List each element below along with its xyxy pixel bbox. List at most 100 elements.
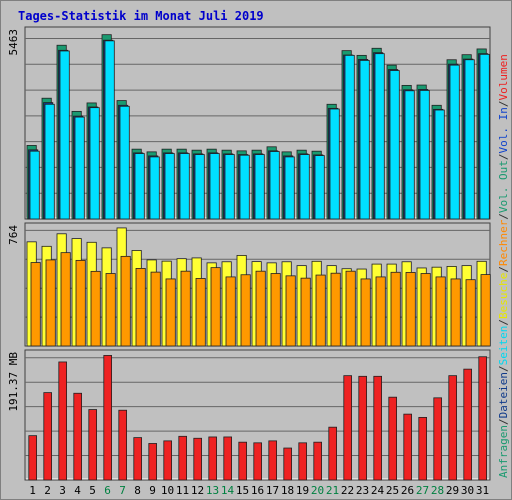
x-tick-label-day-17: 17 — [266, 484, 279, 497]
bar-seiten-day-6 — [104, 40, 115, 220]
bar-rechner-day-18 — [285, 275, 296, 347]
x-tick-label-day-9: 9 — [149, 484, 156, 497]
bar-volumen-day-18 — [283, 447, 292, 481]
bar-volumen-day-15 — [238, 441, 248, 481]
bar-seiten-day-27 — [419, 90, 430, 220]
bar-rechner-day-7 — [120, 255, 131, 347]
bar-volumen-day-25 — [388, 396, 397, 481]
bar-rechner-day-15 — [240, 274, 251, 347]
bar-seiten-day-14 — [224, 154, 235, 220]
bar-rechner-day-26 — [405, 272, 416, 347]
right-legend-text: Anfragen/Dateien/Seiten/Besuche/Rechner/… — [497, 54, 510, 478]
y-max-label-volume: 191.37 MB — [7, 352, 20, 412]
bar-volumen-day-3 — [58, 361, 67, 481]
bar-volumen-day-27 — [418, 416, 427, 481]
x-tick-label-day-30: 30 — [461, 484, 474, 497]
bar-rechner-day-19 — [300, 277, 311, 347]
bar-volumen-day-7 — [118, 409, 128, 481]
bar-seiten-day-10 — [164, 153, 175, 220]
bar-volumen-day-22 — [343, 375, 352, 481]
legend-entry-7: / — [497, 266, 510, 273]
x-tick-label-day-21: 21 — [326, 484, 339, 497]
bar-volumen-day-10 — [163, 440, 173, 481]
x-tick-label-day-19: 19 — [296, 484, 309, 497]
x-tick-label-day-16: 16 — [251, 484, 264, 497]
bar-volumen-day-13 — [208, 436, 218, 481]
x-tick-label-day-7: 7 — [119, 484, 126, 497]
bar-volumen-day-4 — [73, 392, 83, 481]
bar-volumen-day-30 — [463, 368, 472, 481]
bar-seiten-day-25 — [389, 70, 400, 220]
bar-rechner-day-31 — [480, 274, 491, 347]
x-tick-label-day-23: 23 — [356, 484, 369, 497]
x-tick-label-day-15: 15 — [236, 484, 249, 497]
bar-volumen-day-24 — [373, 375, 382, 481]
panel-requests: 5463 — [7, 26, 491, 220]
bar-rechner-day-25 — [390, 271, 401, 347]
x-tick-label-day-20: 20 — [311, 484, 324, 497]
legend-entry-3: / — [497, 365, 510, 372]
x-tick-label-day-1: 1 — [29, 484, 36, 497]
legend-entry-11: / — [497, 153, 510, 160]
bar-rechner-day-24 — [375, 276, 386, 347]
bar-rechner-day-16 — [255, 270, 266, 347]
bar-volumen-day-26 — [403, 413, 412, 481]
bar-rechner-day-20 — [315, 274, 326, 347]
right-legend: Anfragen/Dateien/Seiten/Besuche/Rechner/… — [497, 54, 510, 478]
bar-seiten-day-26 — [404, 90, 415, 220]
bar-rechner-day-29 — [450, 278, 461, 347]
bar-rechner-day-17 — [270, 273, 281, 347]
bar-rechner-day-13 — [210, 267, 221, 347]
panels-group: 5463 764 191.37 MB — [7, 26, 491, 481]
legend-entry-13: / — [497, 100, 510, 107]
bar-volumen-day-6 — [103, 355, 113, 481]
x-tick-label-day-28: 28 — [431, 484, 444, 497]
chart-title: Tages-Statistik im Monat Juli 2019 — [18, 9, 264, 23]
x-tick-label-day-10: 10 — [161, 484, 174, 497]
legend-entry-14: Volumen — [497, 54, 510, 100]
bar-rechner-day-14 — [225, 276, 236, 347]
bar-seiten-day-18 — [284, 156, 295, 220]
bar-volumen-day-20 — [313, 441, 322, 481]
x-axis-labels: 1 2 3 4 5 6 7 8 9 10 11 12 13 14 15 16 17 18 19 20 21 22 23 24 2… — [29, 484, 489, 497]
bar-seiten-day-22 — [344, 54, 355, 220]
bar-rechner-day-12 — [195, 278, 206, 347]
x-tick-label-day-8: 8 — [134, 484, 141, 497]
x-tick-label-day-24: 24 — [371, 484, 385, 497]
bar-volumen-day-29 — [448, 375, 457, 481]
bar-seiten-day-3 — [59, 50, 70, 220]
bar-seiten-day-8 — [134, 153, 145, 220]
bar-rechner-day-11 — [180, 270, 191, 347]
bar-seiten-day-20 — [314, 155, 325, 220]
bar-rechner-day-21 — [330, 272, 341, 347]
bar-rechner-day-2 — [45, 259, 56, 347]
bar-volumen-day-21 — [328, 426, 337, 481]
bar-rechner-day-6 — [105, 273, 116, 347]
x-tick-label-day-5: 5 — [89, 484, 96, 497]
bar-seiten-day-15 — [239, 154, 250, 220]
x-tick-label-day-6: 6 — [104, 484, 111, 497]
bar-rechner-day-10 — [165, 278, 176, 347]
bar-volumen-day-28 — [433, 397, 442, 481]
bar-seiten-day-30 — [464, 59, 475, 220]
bar-seiten-day-19 — [299, 154, 310, 220]
x-tick-label-day-26: 26 — [401, 484, 414, 497]
bar-seiten-day-24 — [374, 53, 385, 220]
bar-volumen-day-17 — [268, 440, 277, 481]
legend-entry-10: Vol. Out — [497, 160, 510, 213]
legend-entry-12: Vol. In — [497, 107, 510, 153]
bar-seiten-day-13 — [209, 153, 220, 220]
x-tick-label-day-29: 29 — [446, 484, 459, 497]
bar-seiten-day-21 — [329, 108, 340, 220]
bar-rechner-day-27 — [420, 273, 431, 347]
bar-rechner-day-3 — [60, 252, 71, 347]
bar-seiten-day-28 — [434, 109, 445, 220]
bar-seiten-day-17 — [269, 151, 280, 220]
bar-seiten-day-16 — [254, 154, 265, 220]
x-tick-label-day-3: 3 — [59, 484, 66, 497]
legend-entry-8: Rechner — [497, 219, 510, 266]
bar-seiten-day-2 — [44, 103, 55, 220]
bar-volumen-day-5 — [88, 409, 98, 481]
